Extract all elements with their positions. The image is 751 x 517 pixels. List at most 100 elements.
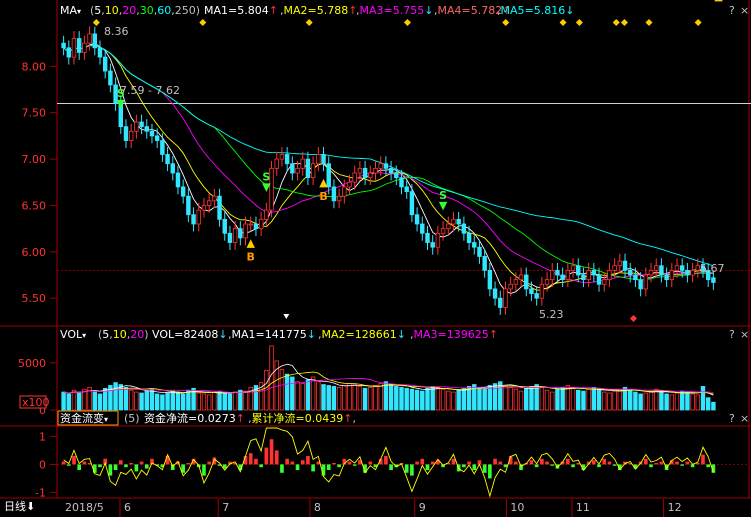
candle-body <box>264 209 269 220</box>
price-ma5: ,MA5=5.816↓ <box>497 4 574 17</box>
flow-indicator-select[interactable]: 资金流变▾ <box>60 411 108 425</box>
candle-body <box>440 228 446 234</box>
price-close-icon[interactable]: × <box>740 4 749 17</box>
price-tick-label: 6.50 <box>22 199 47 212</box>
period-select[interactable]: 日线⬇ <box>4 499 35 513</box>
fund-flow-bar <box>680 464 685 466</box>
candle-body <box>425 232 430 243</box>
volume-bar <box>451 391 456 411</box>
volume-bar <box>653 388 659 411</box>
volume-bar <box>695 394 701 411</box>
candle-body <box>253 223 259 230</box>
candle-body <box>310 163 316 179</box>
volume-bar <box>576 389 581 411</box>
volume-bar <box>550 391 555 411</box>
candle-body <box>669 269 675 281</box>
fund-flow-bar <box>571 464 575 468</box>
vol-unit: x100 <box>22 396 50 409</box>
buy-arrow-icon: ▲ <box>714 0 723 3</box>
fund-flow-bar <box>493 458 497 465</box>
fund-flow-bar <box>363 464 367 473</box>
fund-flow-bar <box>586 461 591 465</box>
x-axis-label: 10 <box>510 501 524 514</box>
x-axis-label: 11 <box>576 501 590 514</box>
candle-body <box>347 181 352 188</box>
candle-body <box>477 246 482 257</box>
fund-flow-bar <box>72 456 76 465</box>
fund-flow-bar <box>77 464 82 470</box>
candle-body <box>128 130 134 141</box>
volume-bar <box>165 392 170 411</box>
fund-flow-bar <box>462 464 466 468</box>
fund-flow-bar <box>472 464 477 470</box>
fund-flow-bar <box>165 456 170 465</box>
candle-body <box>87 33 92 44</box>
fund-flow-bar <box>633 464 638 469</box>
candle-body <box>274 158 279 169</box>
price-indicator-select[interactable]: MA▾ <box>60 4 81 17</box>
volume-bar <box>269 345 274 411</box>
candle-body <box>383 163 389 169</box>
candle-body <box>482 256 487 271</box>
fund-flow-bars[interactable] <box>61 439 716 479</box>
price-tick-label: 8.00 <box>22 60 47 73</box>
fund-flow-bar <box>597 464 601 468</box>
candle-body <box>409 191 415 216</box>
event-diamond-icon <box>620 19 628 26</box>
vol-help-icon[interactable]: ? <box>729 328 735 341</box>
fund-flow-bar <box>649 464 653 468</box>
candle-body <box>326 163 331 188</box>
candle-body <box>664 274 669 281</box>
fund-flow-bar <box>618 464 622 470</box>
flow-close-icon[interactable]: × <box>740 412 749 425</box>
price-help-icon[interactable]: ? <box>729 4 735 17</box>
flow-tick-label: -1 <box>35 486 46 499</box>
volume-bar <box>534 384 539 411</box>
vol-indicator-select[interactable]: VOL▾ <box>60 328 86 341</box>
volume-bar <box>638 393 643 411</box>
candle-body <box>144 126 149 132</box>
volume-bar <box>232 391 238 411</box>
volume-bar <box>596 389 602 411</box>
fund-flow-bar <box>290 461 295 465</box>
volume-bar <box>186 389 191 411</box>
candle-body <box>461 223 467 234</box>
x-axis-label: 12 <box>668 501 682 514</box>
volume-bar <box>518 390 524 411</box>
candlesticks[interactable] <box>61 26 716 315</box>
candle-body <box>503 288 508 308</box>
candle-body <box>617 260 623 267</box>
fund-flow-bar <box>477 460 482 465</box>
volume-bar <box>544 389 550 411</box>
buy-arrow-icon: ▲ <box>247 236 256 249</box>
candle-body <box>492 288 498 299</box>
volume-bar <box>555 388 560 411</box>
fund-flow-bar <box>607 461 612 465</box>
volume-bar <box>87 386 92 411</box>
volume-bar <box>331 386 337 411</box>
candle-body <box>97 47 103 58</box>
flow-help-icon[interactable]: ? <box>729 412 735 425</box>
annotation-high: 8.36 <box>104 25 129 38</box>
buy-arrow-icon: ▲ <box>319 176 328 189</box>
candle-body <box>534 293 539 299</box>
event-diamond-icon <box>694 19 702 26</box>
candle-body <box>118 103 124 128</box>
fund-flow-bar <box>280 464 284 473</box>
candle-body <box>196 209 201 225</box>
event-diamonds[interactable] <box>92 19 702 322</box>
volume-bar <box>76 392 82 411</box>
candle-body <box>466 232 472 243</box>
flow-indicator-box[interactable] <box>57 410 119 426</box>
fund-flow-bar <box>264 447 269 465</box>
candle-body <box>550 269 555 281</box>
fund-flow-bar <box>404 464 409 473</box>
volume-bar <box>71 389 77 411</box>
vol-close-icon[interactable]: × <box>740 328 749 341</box>
volume-bar <box>508 386 513 411</box>
event-diamond-icon <box>199 19 207 26</box>
fund-flow-bar <box>373 464 378 468</box>
volume-bar <box>201 393 207 411</box>
volume-bars[interactable] <box>61 345 716 411</box>
